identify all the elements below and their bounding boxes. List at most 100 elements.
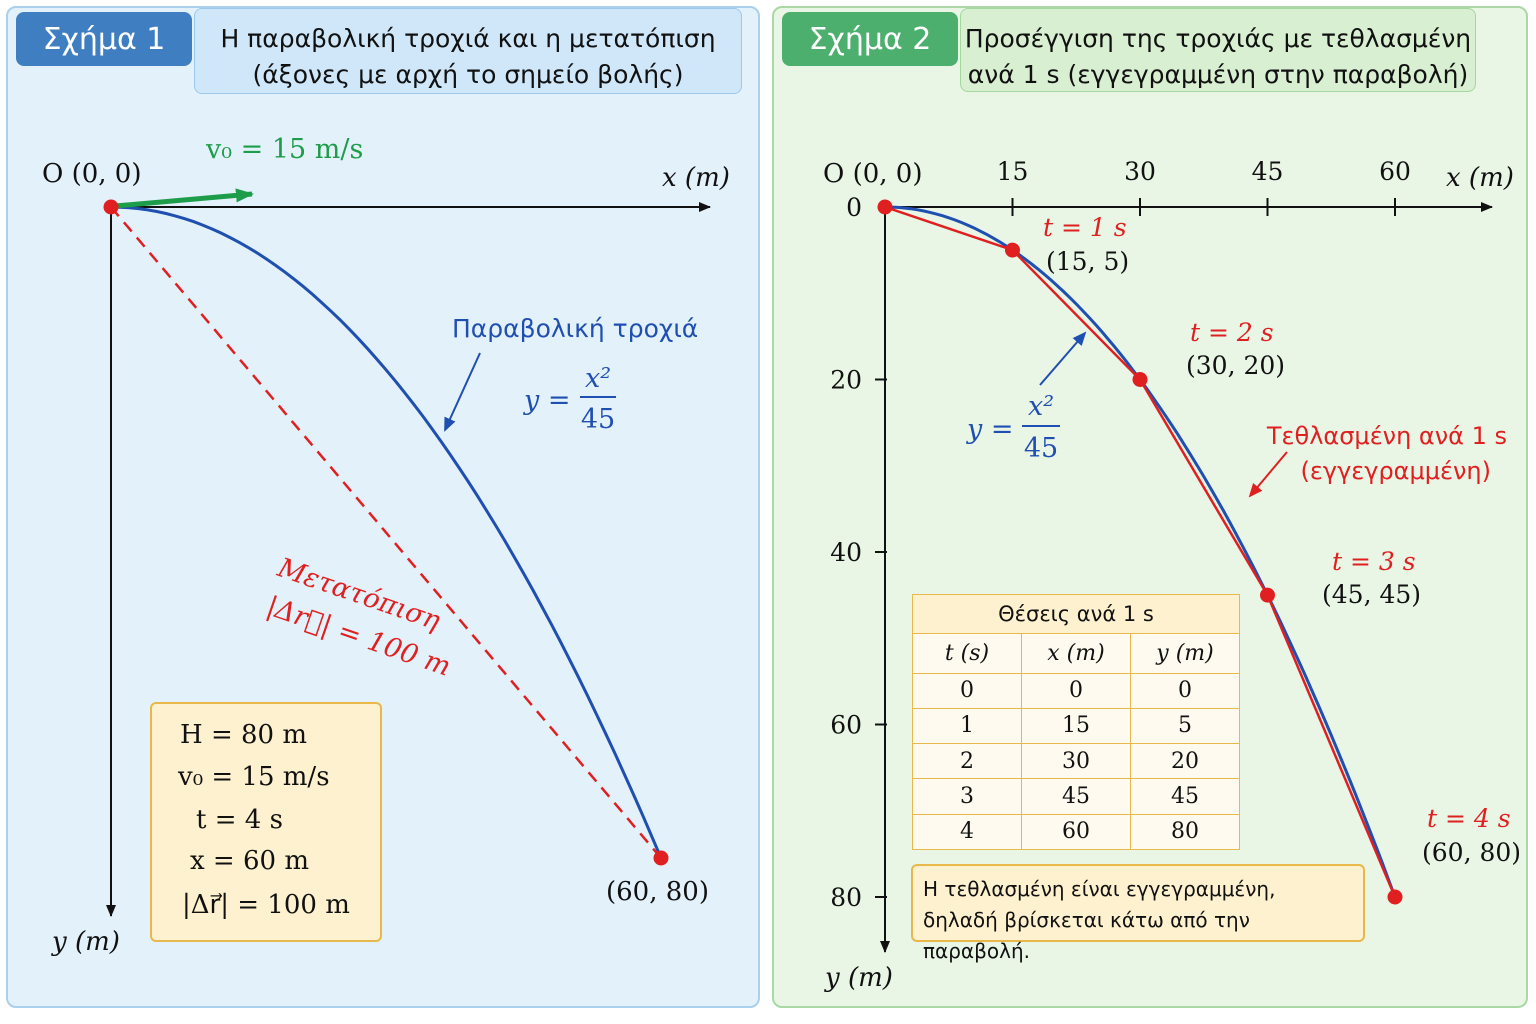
figure-2-title-line2: ανά 1 s (εγγεγραμμένη στην παραβολή): [967, 60, 1469, 89]
table-cell: 0: [1021, 672, 1131, 709]
fig1-info-range: x = 60 m: [190, 846, 309, 876]
figure-2-axes: [880, 202, 1493, 953]
fig1-velocity-label: v₀ = 15 m/s: [205, 134, 363, 165]
table-cell: 30: [1021, 743, 1131, 780]
figure-2-title: Προσέγγιση της τροχιάς με τεθλασμένη ανά…: [960, 8, 1476, 92]
fig2-point-t4: [1387, 889, 1403, 905]
fig1-info-height: H = 80 m: [180, 720, 307, 750]
positions-table: Θέσεις ανά 1 s t (s) x (m) y (m) 0 0 0 1…: [912, 593, 1240, 851]
fig1-info-velocity: v₀ = 15 m/s: [178, 762, 330, 792]
fig2-point-3-time: t = 3 s: [1332, 547, 1416, 576]
x-tick-label: 30: [1124, 157, 1156, 186]
y-tick-label: 20: [830, 366, 862, 395]
fig1-x-axis-label: x (m): [662, 163, 730, 193]
fig2-point-2-time: t = 2 s: [1190, 318, 1274, 347]
table-cell: 45: [1021, 778, 1131, 815]
fig2-point-labels: t = 1 s (15, 5) t = 2 s (30, 20) t = 3 s…: [1043, 213, 1521, 867]
y-tick-label: 60: [830, 711, 862, 740]
fig2-polyline-label-1: Τεθλασμένη ανά 1 s: [1266, 422, 1507, 450]
fig2-note-line1: Η τεθλασμένη είναι εγγεγραμμένη,: [923, 877, 1276, 901]
table-row: 4 60 80: [912, 813, 1240, 851]
fig1-origin-point: [103, 199, 119, 215]
table-cell: 0: [1130, 672, 1240, 709]
fig1-displacement-labels: Μετατόπιση |Δr⃗| = 100 m: [263, 552, 455, 683]
table-cell: 1: [912, 707, 1022, 745]
fig2-point-1-coords: (15, 5): [1046, 247, 1129, 276]
fig2-point-4-coords: (60, 80): [1422, 838, 1521, 867]
fig2-note-box: Η τεθλασμένη είναι εγγεγραμμένη, δηλαδή …: [911, 864, 1365, 963]
table-cell: 20: [1130, 743, 1240, 780]
table-cell: 60: [1021, 813, 1131, 851]
fig2-polyline-pointer-arrow: [1248, 451, 1288, 498]
fig1-velocity-arrow: [114, 188, 254, 209]
y-tick-label: 80: [830, 883, 862, 912]
fig1-endpoint: [653, 850, 669, 866]
figure-1-panel: [6, 6, 760, 1008]
fig2-point-t1: [1005, 242, 1020, 258]
table-row: 1 15 5: [912, 707, 1240, 745]
fig1-origin-label: O (0, 0): [42, 159, 141, 189]
fig2-note-line2: δηλαδή βρίσκεται κάτω από την παραβολή.: [923, 908, 1250, 963]
fig1-info-displacement: |Δr⃗| = 100 m: [182, 890, 350, 920]
fig2-polyline-label-2: (εγγεγραμμένη): [1301, 457, 1491, 485]
fig1-eq-lhs: y =: [523, 385, 570, 416]
fig2-equation-pointer-arrow: [1039, 331, 1087, 386]
fig2-x-axis-label: x (m): [1446, 163, 1514, 193]
positions-table-caption: Θέσεις ανά 1 s: [912, 593, 1240, 635]
fig2-eq-denominator: 45: [1024, 433, 1058, 464]
fig1-info-time: t = 4 s: [196, 805, 283, 835]
fig2-point-4-time: t = 4 s: [1427, 804, 1511, 833]
fig1-y-axis-label: y (m): [51, 927, 120, 957]
table-cell: 15: [1021, 707, 1131, 745]
fig2-origin-point: [877, 199, 893, 215]
fig2-point-1-time: t = 1 s: [1043, 213, 1127, 242]
fig2-origin-label: O (0, 0): [823, 159, 922, 189]
fig2-equation: y = x² 45: [966, 391, 1060, 464]
table-row: 3 45 45: [912, 778, 1240, 815]
table-row: 2 30 20: [912, 743, 1240, 780]
figure-1-title-line2: (άξονες με αρχή το σημείο βολής): [252, 60, 684, 89]
positions-table-header-x: x (m): [1021, 633, 1131, 674]
fig1-info-box: H = 80 m v₀ = 15 m/s t = 4 s x = 60 m |Δ…: [150, 702, 382, 942]
fig1-eq-numerator: x²: [585, 363, 611, 394]
fig1-displacement-line: [110, 206, 662, 859]
fig1-parabolic-trajectory: [110, 205, 663, 859]
fig2-points: [877, 199, 1403, 905]
table-row: 0 0 0: [912, 672, 1240, 709]
fig1-equation: y = x² 45: [523, 363, 616, 435]
table-cell: 3: [912, 778, 1022, 815]
positions-table-header-t: t (s): [912, 633, 1022, 674]
fig2-x-ticks: 15 30 45 60: [997, 157, 1411, 216]
figure-1-badge: Σχήμα 1: [16, 12, 192, 66]
fig2-point-2-coords: (30, 20): [1186, 351, 1285, 380]
table-cell: 4: [912, 813, 1022, 851]
x-tick-label: 15: [997, 157, 1029, 186]
x-tick-label: 60: [1379, 157, 1411, 186]
figure-1-title: Η παραβολική τροχιά και η μετατόπιση (άξ…: [194, 8, 742, 94]
positions-table-header-y: y (m): [1130, 633, 1240, 674]
figure-1-title-line1: Η παραβολική τροχιά και η μετατόπιση: [220, 24, 716, 53]
table-cell: 0: [912, 672, 1022, 709]
y-tick-label: 40: [830, 538, 862, 567]
fig2-eq-lhs: y =: [966, 414, 1013, 445]
table-cell: 80: [1130, 813, 1240, 851]
fig1-endpoint-label: (60, 80): [606, 877, 709, 907]
fig2-y-axis-label: y (m): [824, 963, 893, 993]
figure-2-badge: Σχήμα 2: [782, 12, 958, 66]
fig2-point-3-coords: (45, 45): [1322, 580, 1421, 609]
table-cell: 45: [1130, 778, 1240, 815]
fig1-trajectory-label: Παραβολική τροχιά: [452, 314, 698, 343]
fig2-y-ticks: 0 20 40 60 80: [830, 193, 887, 912]
fig1-eq-denominator: 45: [581, 404, 615, 435]
fig1-trajectory-pointer-arrow: [444, 352, 481, 432]
figure-2-title-line1: Προσέγγιση της τροχιάς με τεθλασμένη: [964, 24, 1472, 53]
y-tick-label: 0: [846, 193, 862, 222]
table-cell: 5: [1130, 707, 1240, 745]
fig2-point-t3: [1260, 587, 1275, 603]
fig2-eq-numerator: x²: [1028, 391, 1054, 422]
figure-1-axes: [106, 202, 711, 917]
x-tick-label: 45: [1252, 157, 1284, 186]
table-cell: 2: [912, 743, 1022, 780]
fig2-point-t2: [1132, 372, 1148, 387]
